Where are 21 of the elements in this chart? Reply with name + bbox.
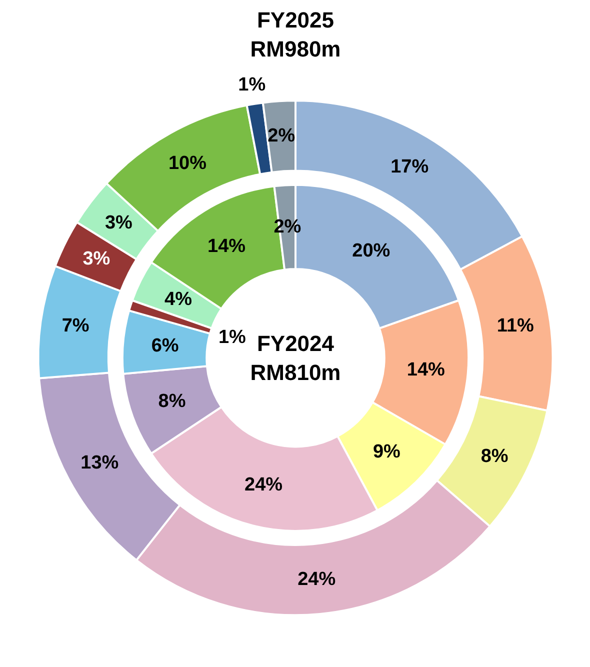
data-label: 7% bbox=[62, 316, 90, 337]
data-label: 1% bbox=[218, 327, 246, 348]
data-label: 11% bbox=[496, 316, 534, 337]
slice-label: FY2024 RM810m bbox=[250, 331, 341, 385]
data-label: 3% bbox=[104, 212, 133, 234]
data-label: 10% bbox=[168, 152, 207, 174]
data-label: 24% bbox=[298, 568, 336, 590]
data-label: 9% bbox=[372, 442, 401, 463]
data-label: 14% bbox=[406, 360, 446, 381]
data-label: 24% bbox=[244, 474, 283, 496]
data-label: 6% bbox=[151, 335, 179, 356]
data-label: 17% bbox=[390, 156, 429, 178]
data-label: 8% bbox=[480, 446, 508, 468]
data-label: 4% bbox=[164, 288, 192, 310]
data-label: 3% bbox=[82, 248, 110, 270]
data-label: 20% bbox=[352, 240, 390, 262]
data-label: 13% bbox=[80, 452, 119, 474]
data-label: 14% bbox=[208, 236, 246, 257]
slice-label: FY2025 RM980m bbox=[250, 8, 341, 62]
data-label: 8% bbox=[158, 391, 186, 412]
data-label: 1% bbox=[238, 74, 266, 96]
